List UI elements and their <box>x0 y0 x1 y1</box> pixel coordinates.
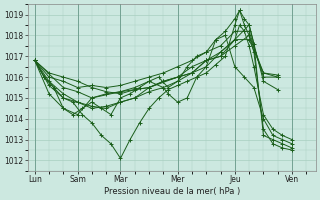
X-axis label: Pression niveau de la mer( hPa ): Pression niveau de la mer( hPa ) <box>104 187 240 196</box>
